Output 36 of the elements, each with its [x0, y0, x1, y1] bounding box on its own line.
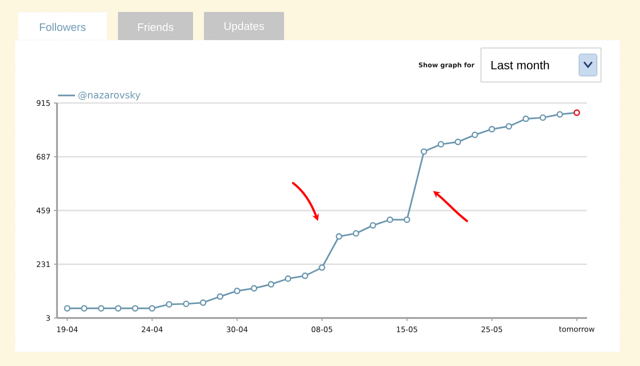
- point: [200, 299, 206, 306]
- point: [302, 272, 308, 280]
- point: [438, 141, 444, 148]
- point: [506, 123, 512, 130]
- point: [250, 285, 258, 292]
- point: [80, 305, 88, 312]
- point: [556, 111, 564, 118]
- point: [64, 305, 70, 312]
- point: [386, 216, 394, 223]
- point: [336, 233, 342, 240]
- point: [318, 264, 326, 271]
- point: [284, 275, 292, 282]
- point: [216, 293, 224, 300]
- point: [488, 126, 496, 132]
- legend-label: @nazarovsky: [78, 91, 140, 100]
- point: [166, 301, 172, 308]
- point: [454, 138, 462, 146]
- point: [540, 114, 546, 121]
- point: [404, 216, 410, 223]
- point: [182, 300, 190, 308]
- point: [114, 305, 122, 312]
- point: [234, 288, 240, 294]
- point: [98, 305, 104, 312]
- text: Friends: [138, 22, 174, 32]
- point: [420, 148, 428, 155]
- point: [522, 116, 530, 122]
- point: [352, 230, 360, 237]
- point: [268, 281, 274, 288]
- text: Followers: [40, 22, 86, 32]
- point: [472, 132, 478, 138]
- point: [132, 305, 138, 312]
- text: Last month: [492, 60, 549, 70]
- point: [370, 222, 376, 229]
- point: [148, 305, 156, 312]
- text: Updates: [224, 22, 264, 32]
- point: [574, 109, 580, 116]
